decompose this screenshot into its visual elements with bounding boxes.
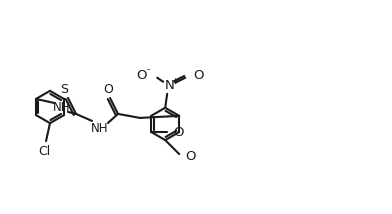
Text: O: O [103, 83, 113, 97]
Text: O: O [137, 69, 147, 82]
Text: NH: NH [91, 122, 109, 135]
Text: S: S [60, 83, 68, 97]
Text: NH: NH [53, 101, 71, 114]
Text: Cl: Cl [38, 145, 50, 158]
Text: -: - [147, 65, 150, 74]
Text: O: O [193, 69, 204, 82]
Text: +: + [171, 77, 179, 86]
Text: O: O [185, 150, 196, 163]
Text: O: O [173, 125, 184, 138]
Text: N: N [164, 79, 174, 92]
